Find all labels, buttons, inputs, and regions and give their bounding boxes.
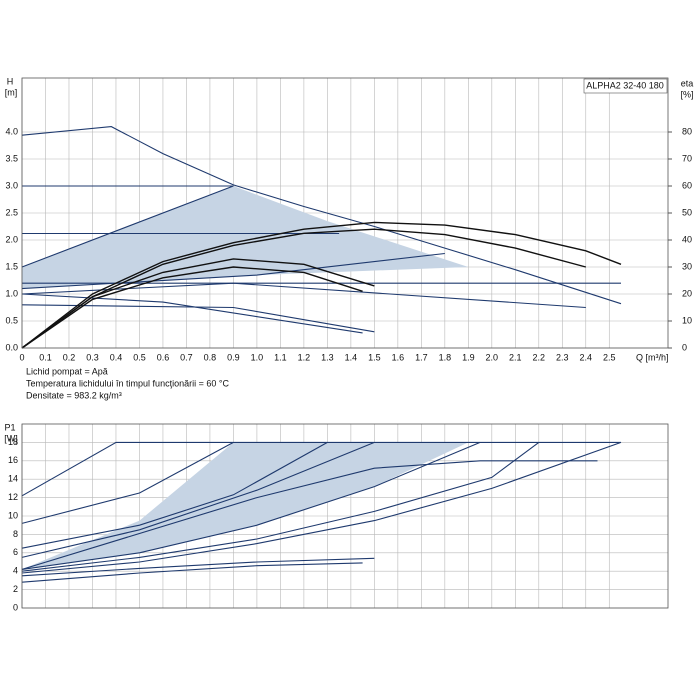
- y2-tick-label: 70: [682, 153, 692, 163]
- y-tick-label: 2.5: [5, 207, 18, 217]
- y-tick-label: 3.0: [5, 180, 18, 190]
- x-tick-label: 1.7: [415, 352, 428, 362]
- x-tick-label: 0.9: [227, 352, 240, 362]
- x-tick-label: 0.1: [39, 352, 52, 362]
- curve: [21, 282, 586, 309]
- curve: [21, 266, 363, 349]
- y-axis-label: H: [7, 76, 14, 86]
- y2-tick-label: 40: [682, 234, 692, 244]
- y2-tick-label: 20: [682, 288, 692, 298]
- x-tick-label: 2.5: [603, 352, 616, 362]
- y-tick-label: 0.0: [5, 342, 18, 352]
- y2-axis-label: eta: [681, 78, 694, 88]
- curve: [21, 228, 586, 349]
- y-tick-label: 1.5: [5, 261, 18, 271]
- curve: [21, 562, 363, 583]
- y-tick-label: 12: [8, 492, 18, 502]
- y-tick-label: 4: [13, 566, 18, 576]
- curve: [21, 557, 375, 577]
- model-label: ALPHA2 32-40 180: [586, 80, 664, 90]
- curve: [21, 185, 234, 268]
- y-axis-label: P1: [4, 422, 15, 432]
- x-tick-label: 1.9: [462, 352, 475, 362]
- x-tick-label: 0.8: [204, 352, 217, 362]
- y-tick-label: 4.0: [5, 126, 18, 136]
- curve: [21, 221, 622, 349]
- y-tick-label: 2.0: [5, 234, 18, 244]
- curve: [21, 441, 328, 549]
- curve: [21, 293, 363, 334]
- curve: [21, 441, 481, 570]
- x-tick-label: 1.8: [439, 352, 452, 362]
- y-tick-label: 16: [8, 455, 18, 465]
- curve: [21, 441, 622, 574]
- y2-tick-label: 60: [682, 180, 692, 190]
- x-tick-label: 1.2: [298, 352, 311, 362]
- y-tick-label: 1.0: [5, 288, 18, 298]
- curve: [21, 252, 445, 290]
- curve: [21, 460, 598, 570]
- plot-frame: [21, 423, 669, 609]
- x-tick-label: 1.1: [274, 352, 287, 362]
- plot-frame: [21, 77, 669, 349]
- curve: [21, 441, 375, 558]
- curve: [21, 441, 621, 497]
- curve: [21, 441, 540, 572]
- y-tick-label: 8: [13, 529, 18, 539]
- y-tick-label: 18: [8, 437, 18, 447]
- x-tick-label: 0.4: [110, 352, 123, 362]
- y2-tick-label: 30: [682, 261, 692, 271]
- y-axis-unit: [W]: [4, 433, 18, 443]
- y-tick-label: 3.5: [5, 153, 18, 163]
- model-box: [583, 78, 668, 94]
- x-tick-label: 2.0: [486, 352, 499, 362]
- y2-tick-label: 50: [682, 207, 692, 217]
- curve: [21, 258, 375, 349]
- x-tick-label: 0: [19, 352, 24, 362]
- shaded-area: [22, 442, 469, 570]
- y-tick-label: 2: [13, 584, 18, 594]
- curve: [21, 126, 622, 305]
- x-tick-label: 1.0: [251, 352, 264, 362]
- y-tick-label: 0: [13, 602, 18, 612]
- x-tick-label: 2.4: [580, 352, 593, 362]
- y-tick-label: 0.5: [5, 315, 18, 325]
- x-tick-label: 2.1: [509, 352, 522, 362]
- x-tick-label: 2.2: [533, 352, 546, 362]
- x-tick-label: 2.3: [556, 352, 569, 362]
- x-tick-label: 0.7: [180, 352, 193, 362]
- x-tick-label: 1.6: [392, 352, 405, 362]
- y-axis-unit: [m]: [5, 87, 18, 97]
- y2-tick-label: 80: [682, 126, 692, 136]
- curve: [21, 304, 375, 333]
- x-tick-label: 0.6: [157, 352, 170, 362]
- curve: [21, 441, 234, 524]
- x-tick-label: 0.3: [86, 352, 99, 362]
- x-tick-label: 0.5: [133, 352, 146, 362]
- y2-tick-label: 0: [682, 342, 687, 352]
- y2-axis-unit: [%]: [680, 89, 693, 99]
- x-tick-label: 1.3: [321, 352, 334, 362]
- shaded-area: [22, 186, 469, 289]
- note: Temperatura lichidului în timpul funcţio…: [26, 378, 229, 388]
- x-tick-label: 0.2: [63, 352, 76, 362]
- x-tick-label: 1.4: [345, 352, 358, 362]
- x-tick-label: 1.5: [368, 352, 381, 362]
- y-tick-label: 6: [13, 547, 18, 557]
- note: Densitate = 983.2 kg/m³: [26, 390, 122, 400]
- x-axis-label: Q [m³/h]: [636, 352, 669, 362]
- y2-tick-label: 10: [682, 315, 692, 325]
- y-tick-label: 14: [8, 474, 18, 484]
- y-tick-label: 10: [8, 510, 18, 520]
- note: Lichid pompat = Apă: [26, 366, 108, 376]
